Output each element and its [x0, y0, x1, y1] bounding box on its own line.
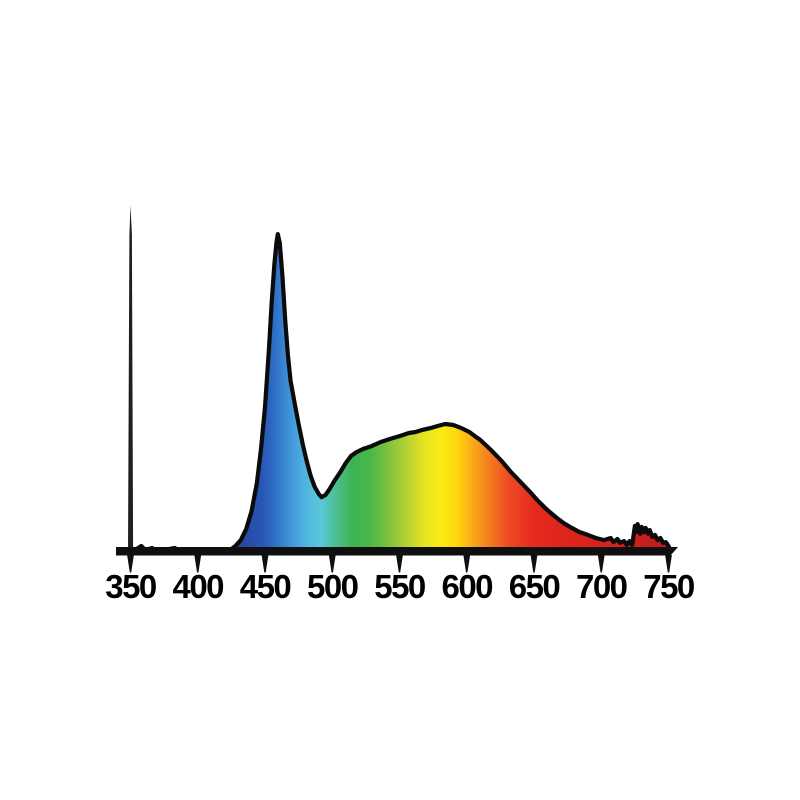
uv-spike — [128, 205, 134, 553]
x-axis-tick-label: 400 — [172, 568, 223, 605]
x-axis-tick — [194, 555, 202, 573]
x-axis-tick-label: 650 — [509, 568, 560, 605]
x-axis: 350 400 450 500 550 600 650 700 750 — [105, 547, 695, 605]
x-axis-tick-label: 350 — [105, 568, 156, 605]
x-axis-tick-label: 550 — [374, 568, 425, 605]
x-axis-tick-label: 600 — [441, 568, 492, 605]
x-axis-tick-labels: 350 400 450 500 550 600 650 700 750 — [105, 568, 695, 605]
x-axis-tick — [665, 555, 672, 573]
x-axis-tick — [597, 555, 605, 573]
x-axis-ticks — [127, 555, 672, 573]
x-axis-line — [116, 547, 678, 556]
x-axis-tick — [261, 555, 269, 573]
x-axis-tick — [127, 555, 134, 573]
x-axis-tick — [328, 555, 336, 573]
x-axis-tick-label: 450 — [240, 568, 291, 605]
x-axis-tick — [463, 555, 471, 573]
x-axis-tick-label: 700 — [576, 568, 627, 605]
spectrum-area — [131, 232, 674, 554]
x-axis-tick — [530, 555, 538, 573]
x-axis-tick-label: 500 — [307, 568, 358, 605]
x-axis-tick — [396, 555, 403, 573]
x-axis-tick-label: 750 — [643, 568, 694, 605]
